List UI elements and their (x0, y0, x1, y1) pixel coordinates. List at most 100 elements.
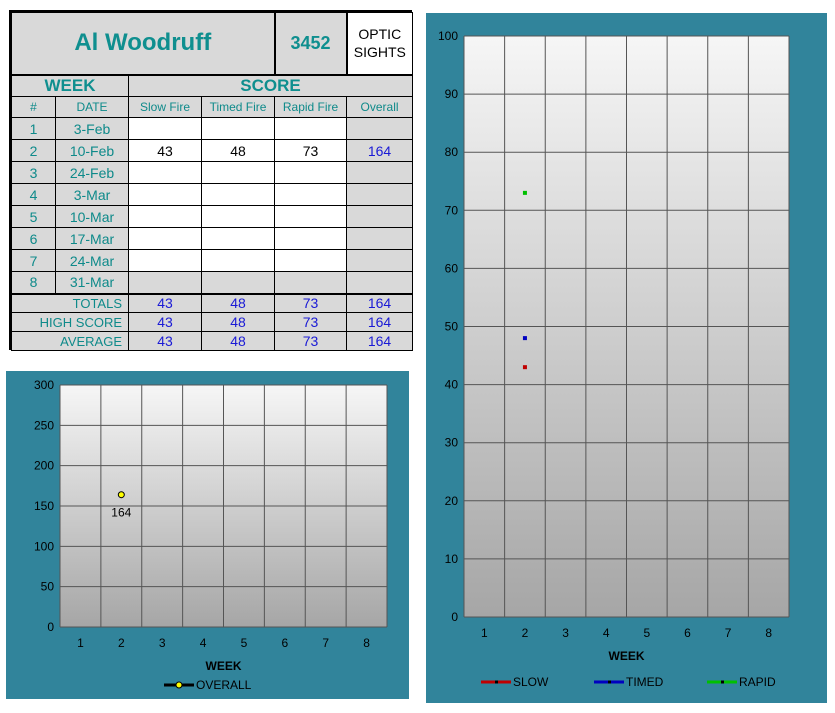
rapid-fire-score[interactable] (274, 249, 348, 272)
score-table: Al Woodruff 3452 OPTIC SIGHTS WEEK SCORE… (10, 12, 414, 351)
timed-fire-score[interactable] (200, 271, 276, 294)
week-date: 10-Mar (55, 205, 129, 228)
legend-label-overall: OVERALL (196, 678, 252, 692)
rapid-fire-score[interactable]: 73 (274, 139, 348, 162)
summary-row: AVERAGE 43 48 73 164 (11, 331, 414, 351)
overall-score (346, 183, 414, 206)
slow-fire-score[interactable] (128, 271, 202, 294)
data-point-overall[interactable] (117, 491, 125, 499)
legend-label-timed: TIMED (626, 675, 664, 689)
col-timed-header: Timed Fire (200, 96, 276, 118)
slow-fire-score[interactable]: 43 (128, 139, 202, 162)
col-overall-header: Overall (346, 96, 414, 118)
week-date: 10-Feb (55, 139, 129, 162)
col-rapid-header: Rapid Fire (274, 96, 348, 118)
overall-chart-svg: 0 50 100 150 200 250 300 1 2 3 4 5 6 7 8 WEEK 164 OVERALL (34, 378, 388, 692)
table-row: 8 31-Mar (11, 271, 414, 294)
summary-rapid: 73 (274, 312, 348, 332)
data-point-timed[interactable] (522, 336, 527, 341)
summary-row: TOTALS 43 48 73 164 (11, 292, 414, 313)
summary-slow: 43 (128, 331, 202, 351)
col-date-header: DATE (55, 96, 129, 118)
x-tick-label: 8 (363, 636, 370, 650)
rapid-fire-score[interactable] (274, 205, 348, 228)
legend-marker (175, 681, 183, 689)
week-number: 8 (11, 271, 56, 294)
x-tick-label: 4 (200, 636, 207, 650)
x-tick-label: 5 (241, 636, 248, 650)
rapid-fire-score[interactable] (274, 161, 348, 184)
slow-fire-score[interactable] (128, 249, 202, 272)
slow-fire-score[interactable] (128, 227, 202, 250)
rapid-fire-score[interactable] (274, 117, 348, 140)
y-tick-label: 60 (445, 261, 459, 275)
data-point-slow[interactable] (522, 365, 527, 370)
timed-fire-score[interactable]: 48 (200, 139, 276, 162)
summary-label: AVERAGE (11, 331, 129, 351)
week-date: 31-Mar (55, 271, 129, 294)
y-tick-label: 0 (451, 610, 458, 624)
y-tick-label: 300 (34, 378, 54, 392)
data-label: 164 (111, 506, 131, 520)
legend-marker (721, 680, 724, 684)
x-tick-label: 3 (562, 626, 569, 640)
x-tick-label: 1 (481, 626, 488, 640)
timed-fire-score[interactable] (200, 227, 276, 250)
week-number: 7 (11, 249, 56, 272)
week-number: 6 (11, 227, 56, 250)
week-number: 2 (11, 139, 56, 162)
week-date: 17-Mar (55, 227, 129, 250)
summary-overall: 164 (346, 292, 414, 313)
slow-fire-score[interactable] (128, 183, 202, 206)
overall-score (346, 249, 414, 272)
y-tick-label: 40 (445, 378, 459, 392)
x-tick-label: 4 (603, 626, 610, 640)
summary-slow: 43 (128, 312, 202, 332)
y-tick-label: 100 (438, 29, 458, 43)
slow-fire-score[interactable] (128, 117, 202, 140)
overall-chart: 0 50 100 150 200 250 300 1 2 3 4 5 6 7 8 WEEK 164 OVERALL (6, 371, 409, 699)
category-line2: SIGHTS (353, 44, 406, 61)
week-number: 1 (11, 117, 56, 140)
data-point-rapid[interactable] (522, 190, 527, 195)
y-tick-label: 20 (445, 494, 459, 508)
y-tick-label: 70 (445, 203, 459, 217)
category-label: OPTIC SIGHTS (346, 12, 414, 76)
slow-fire-score[interactable] (128, 161, 202, 184)
week-date: 3-Feb (55, 117, 129, 140)
y-tick-label: 150 (34, 499, 54, 513)
timed-fire-score[interactable] (200, 249, 276, 272)
rapid-fire-score[interactable] (274, 271, 348, 294)
y-tick-label: 10 (445, 552, 459, 566)
table-row: 1 3-Feb (11, 117, 414, 140)
timed-fire-score[interactable] (200, 117, 276, 140)
table-row: 2 10-Feb 43 48 73 164 (11, 139, 414, 162)
score-header: SCORE (127, 74, 414, 97)
legend-label-rapid: RAPID (739, 675, 776, 689)
week-number: 5 (11, 205, 56, 228)
x-tick-label: 2 (522, 626, 529, 640)
x-tick-label: 8 (765, 626, 772, 640)
timed-fire-score[interactable] (200, 183, 276, 206)
summary-overall: 164 (346, 312, 414, 332)
slow-fire-score[interactable] (128, 205, 202, 228)
rapid-fire-score[interactable] (274, 227, 348, 250)
x-tick-label: 5 (643, 626, 650, 640)
summary-label: TOTALS (11, 292, 129, 313)
x-axis-title: WEEK (609, 649, 645, 663)
x-tick-label: 6 (281, 636, 288, 650)
y-tick-label: 100 (34, 539, 54, 553)
y-tick-label: 30 (445, 436, 459, 450)
summary-timed: 48 (200, 292, 276, 313)
shooter-id: 3452 (274, 12, 348, 76)
y-tick-label: 200 (34, 459, 54, 473)
overall-score: 164 (346, 139, 414, 162)
shooter-name: Al Woodruff (10, 12, 276, 76)
y-tick-label: 0 (47, 620, 54, 634)
category-line1: OPTIC (358, 26, 402, 43)
timed-fire-score[interactable] (200, 205, 276, 228)
subscore-chart: 0 10 20 30 40 50 60 70 80 90 100 1 2 3 4 5 6 7 8 WEEK SLOW TI… (426, 13, 827, 703)
rapid-fire-score[interactable] (274, 183, 348, 206)
timed-fire-score[interactable] (200, 161, 276, 184)
x-tick-label: 1 (77, 636, 84, 650)
